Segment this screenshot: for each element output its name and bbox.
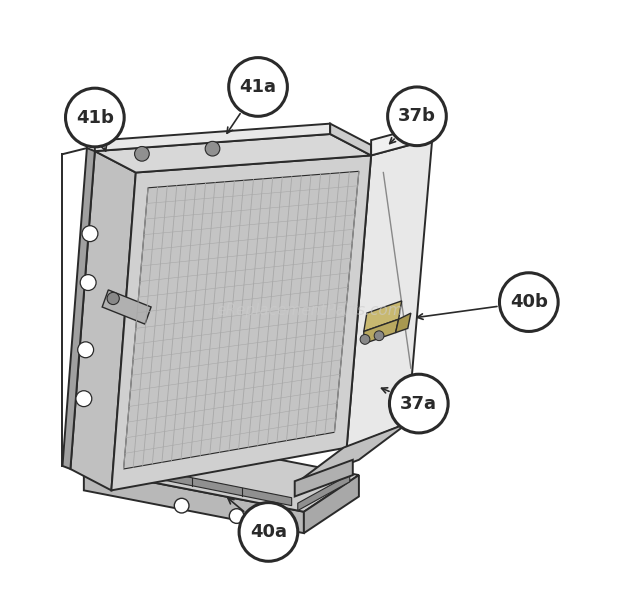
Circle shape [135,147,149,161]
Polygon shape [84,432,359,511]
Polygon shape [330,123,371,155]
Text: 41b: 41b [76,109,114,126]
Polygon shape [364,301,402,332]
Polygon shape [364,319,399,344]
Polygon shape [396,313,411,333]
Circle shape [239,503,298,561]
Text: 40b: 40b [510,293,547,311]
Circle shape [66,88,124,147]
Polygon shape [294,460,353,497]
Circle shape [205,141,220,156]
Text: eReplacementParts.com: eReplacementParts.com [216,303,404,317]
Text: 41a: 41a [239,78,277,96]
Circle shape [360,335,370,344]
Circle shape [76,391,92,406]
Circle shape [388,87,446,146]
Circle shape [82,226,98,241]
Circle shape [107,292,119,305]
Polygon shape [102,290,151,324]
Text: 37b: 37b [398,107,436,125]
Polygon shape [112,155,371,491]
Circle shape [500,273,558,332]
Polygon shape [84,469,304,533]
Polygon shape [304,475,359,533]
Circle shape [389,375,448,433]
Polygon shape [71,151,136,491]
Circle shape [174,499,189,513]
Polygon shape [95,123,330,151]
Polygon shape [95,134,371,173]
Text: 40a: 40a [250,523,287,541]
Circle shape [374,331,384,341]
Circle shape [78,342,94,358]
Circle shape [80,274,96,290]
Circle shape [229,509,244,523]
Polygon shape [371,123,432,155]
Polygon shape [63,148,95,469]
Polygon shape [347,139,432,448]
Polygon shape [298,475,350,510]
Polygon shape [294,423,408,484]
Polygon shape [123,171,359,469]
Text: 37a: 37a [401,395,437,413]
Polygon shape [93,458,291,506]
Circle shape [229,58,288,116]
